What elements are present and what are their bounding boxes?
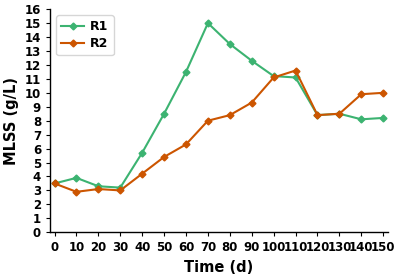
R1 — [96, 185, 101, 188]
R1 — [337, 112, 342, 116]
X-axis label: Time (d): Time (d) — [184, 260, 254, 275]
R1 — [315, 114, 320, 117]
R2 — [359, 93, 364, 96]
R2 — [140, 172, 144, 175]
R1 — [162, 112, 166, 116]
R1 — [140, 151, 144, 155]
R1 — [381, 116, 386, 120]
Line: R2: R2 — [52, 68, 386, 194]
R2 — [96, 187, 101, 191]
R2 — [118, 189, 123, 192]
R1 — [74, 176, 79, 180]
R2 — [293, 69, 298, 72]
R2 — [228, 114, 232, 117]
R2 — [206, 119, 210, 122]
R1 — [118, 186, 123, 189]
R2 — [162, 155, 166, 159]
R2 — [74, 190, 79, 194]
R1 — [293, 76, 298, 79]
R1 — [249, 59, 254, 62]
R1 — [228, 42, 232, 46]
R2 — [249, 101, 254, 104]
Legend: R1, R2: R1, R2 — [56, 15, 114, 55]
R1 — [206, 21, 210, 25]
R2 — [337, 112, 342, 116]
R2 — [271, 76, 276, 79]
R2 — [184, 143, 188, 146]
R1 — [359, 118, 364, 121]
R1 — [271, 74, 276, 78]
R1 — [52, 182, 57, 185]
Line: R1: R1 — [52, 21, 386, 190]
R1 — [184, 70, 188, 74]
R2 — [315, 114, 320, 117]
R2 — [381, 91, 386, 95]
Y-axis label: MLSS (g/L): MLSS (g/L) — [4, 77, 19, 165]
R2 — [52, 182, 57, 185]
